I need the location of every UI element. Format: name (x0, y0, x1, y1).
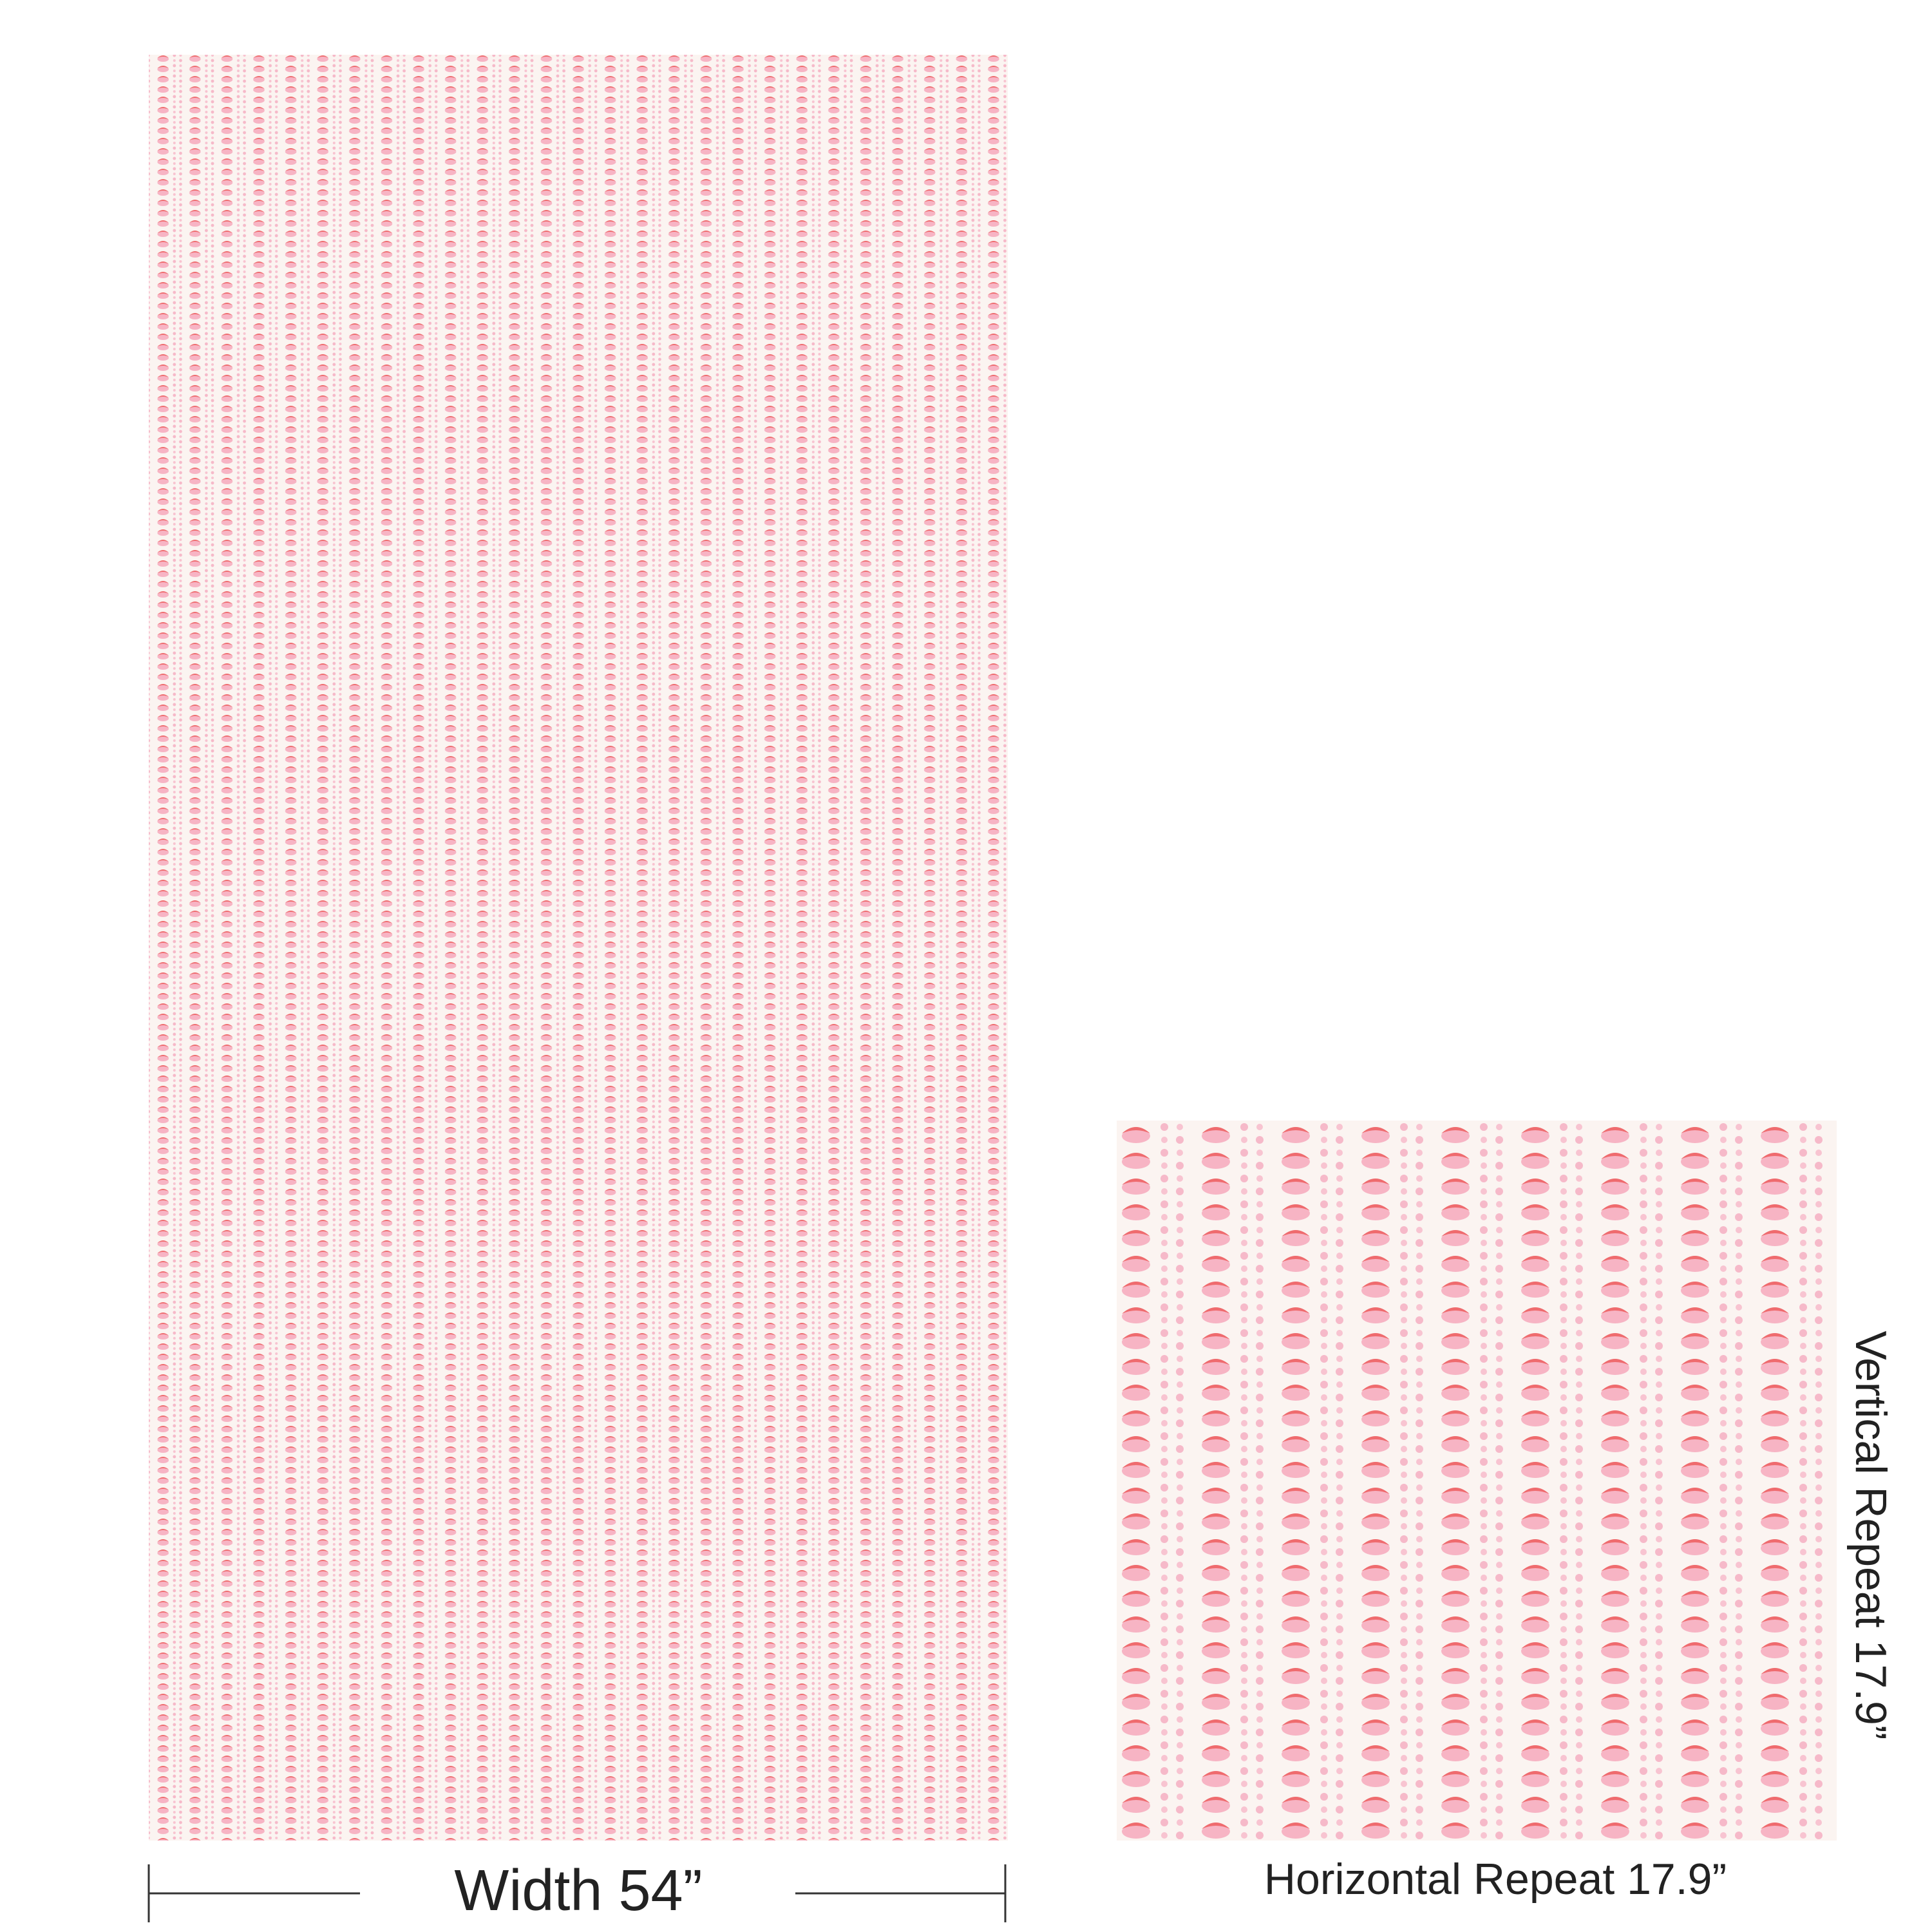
vertical-repeat-label: Vertical Repeat 17.9” (1846, 1331, 1895, 1739)
width-dimension: Width 54” (147, 1859, 1007, 1923)
horizontal-repeat-label: Horizontal Repeat 17.9” (1264, 1855, 1727, 1904)
width-label: Width 54” (454, 1859, 702, 1923)
fabric-panel (149, 55, 1008, 1841)
repeat-swatch (1117, 1121, 1837, 1841)
